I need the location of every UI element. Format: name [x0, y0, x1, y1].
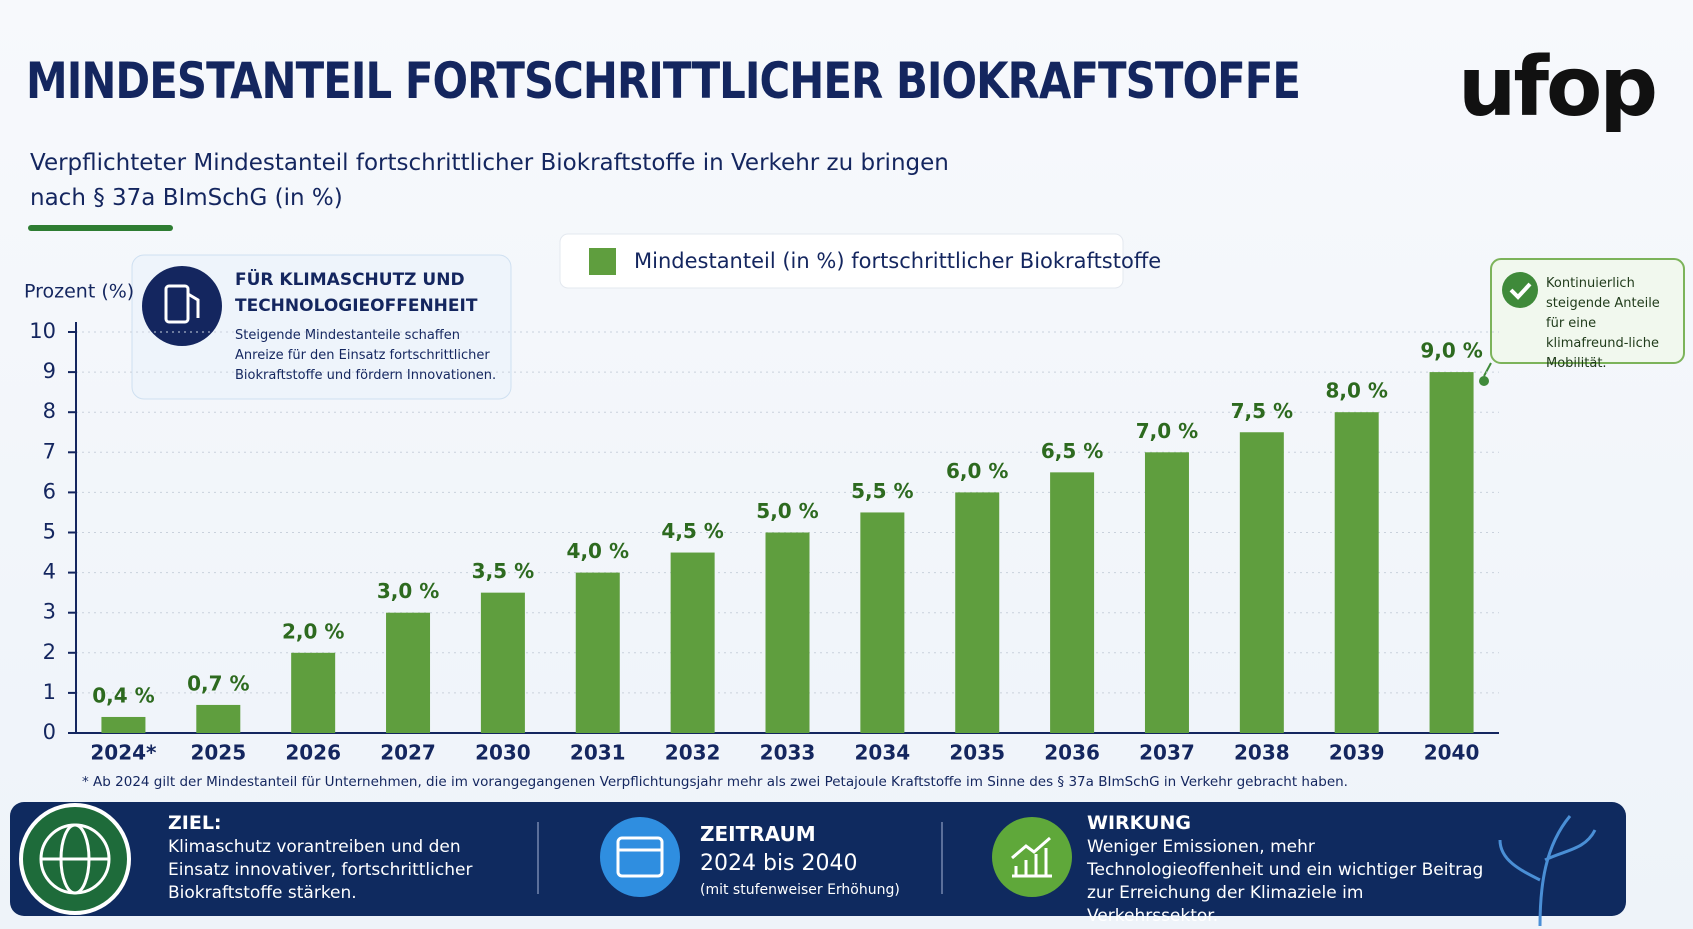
x-tick-label: 2030 [475, 741, 531, 765]
value-label: 5,5 % [851, 479, 913, 503]
bar [386, 612, 431, 733]
underline [28, 225, 173, 231]
value-label: 6,5 % [1041, 439, 1103, 463]
bar [1050, 472, 1095, 733]
y-tick-label: 6 [43, 479, 56, 503]
value-label: 2,0 % [282, 619, 344, 643]
y-tick-label: 1 [43, 680, 56, 704]
callout-pointer [1483, 362, 1492, 377]
bar [101, 716, 146, 733]
calendar-body [616, 836, 664, 878]
bar [575, 572, 620, 733]
footer-range: 2024 bis 2040 [700, 851, 858, 876]
bar [480, 592, 525, 733]
callout-box [1490, 258, 1685, 364]
bar [1144, 452, 1189, 733]
footer-text: Weniger Emissionen, mehr Technologieoffe… [1087, 837, 1484, 926]
subtitle: nach § 37a BImSchG (in %) [30, 185, 343, 211]
y-tick-label: 0 [43, 720, 56, 744]
y-tick-label: 3 [43, 600, 56, 624]
x-tick-label: 2032 [665, 741, 721, 765]
value-label: 7,5 % [1231, 399, 1293, 423]
value-label: 6,0 % [946, 459, 1008, 483]
footer-note: (mit stufenweiser Erhöhung) [700, 882, 900, 898]
legend-swatch [589, 248, 616, 275]
bar [1429, 372, 1474, 733]
footer-banner [10, 802, 1626, 916]
title: MINDESTANTEIL FORTSCHRITTLICHER BIOKRAFT… [26, 52, 1301, 110]
info-title: TECHNOLOGIEOFFENHEIT [235, 296, 478, 316]
x-tick-label: 2040 [1424, 741, 1480, 765]
footnote: * Ab 2024 gilt der Mindestanteil für Unt… [82, 774, 1348, 790]
x-tick-label: 2039 [1329, 741, 1385, 765]
footer-title: ZIEL: [168, 812, 222, 834]
footer-title: ZEITRAUM [700, 822, 816, 846]
callout-dot [1479, 376, 1489, 386]
bar [670, 552, 715, 733]
info-text: Steigende Mindestanteile schaffen Anreiz… [235, 328, 497, 383]
y-tick-label: 8 [43, 399, 56, 423]
bar [955, 492, 1000, 733]
bar [1239, 432, 1284, 733]
legend-label: Mindestanteil (in %) fortschrittlicher B… [634, 249, 1161, 273]
bar [860, 512, 905, 733]
footer-text: Klimaschutz vorantreiben und den Einsatz… [168, 837, 473, 903]
check-icon [1502, 272, 1538, 308]
value-label: 9,0 % [1420, 339, 1482, 363]
x-tick-label: 2024* [90, 741, 157, 765]
growth-icon [992, 817, 1072, 897]
value-label: 0,7 % [187, 671, 249, 695]
bar [291, 652, 336, 733]
calendar-icon [600, 817, 680, 897]
value-label: 7,0 % [1136, 419, 1198, 443]
y-tick-label: 10 [29, 319, 56, 343]
value-label: 4,5 % [661, 519, 723, 543]
y-tick-label: 7 [43, 439, 56, 463]
x-tick-label: 2027 [380, 741, 436, 765]
fuel-icon-hose [187, 292, 200, 318]
value-label: 3,5 % [472, 559, 534, 583]
bar [1334, 412, 1379, 733]
x-tick-label: 2034 [855, 741, 911, 765]
value-label: 5,0 % [756, 499, 818, 523]
x-tick-label: 2035 [949, 741, 1005, 765]
y-tick-label: 9 [43, 359, 56, 383]
bar [765, 532, 810, 733]
y-axis-label: Prozent (%) [24, 281, 134, 303]
plant-decoration [1498, 815, 1597, 927]
logo: ufop [1458, 40, 1658, 135]
fuel-icon-pump [164, 284, 190, 324]
check-mark [1509, 282, 1532, 300]
value-label: 4,0 % [567, 539, 629, 563]
info-title: FÜR KLIMASCHUTZ UND [235, 270, 465, 290]
value-label: 0,4 % [92, 683, 154, 707]
x-tick-label: 2031 [570, 741, 626, 765]
value-label: 8,0 % [1325, 379, 1387, 403]
subtitle: Verpflichteter Mindestanteil fortschritt… [30, 150, 949, 176]
y-tick-label: 2 [43, 640, 56, 664]
growth-chart [1011, 836, 1052, 878]
legend-box [559, 233, 1124, 289]
value-label: 3,0 % [377, 579, 439, 603]
callout-text: Kontinuierlich steigende Anteile für ein… [1546, 276, 1660, 371]
x-tick-label: 2038 [1234, 741, 1290, 765]
info-box [131, 254, 512, 400]
fuel-icon [142, 266, 222, 346]
footer-title: WIRKUNG [1087, 812, 1191, 834]
x-tick-label: 2036 [1044, 741, 1100, 765]
x-tick-label: 2037 [1139, 741, 1195, 765]
x-tick-label: 2033 [760, 741, 816, 765]
y-tick-label: 4 [43, 560, 56, 584]
y-tick-label: 5 [43, 520, 56, 544]
x-tick-label: 2025 [190, 741, 246, 765]
x-tick-label: 2026 [285, 741, 341, 765]
bar [196, 704, 241, 733]
